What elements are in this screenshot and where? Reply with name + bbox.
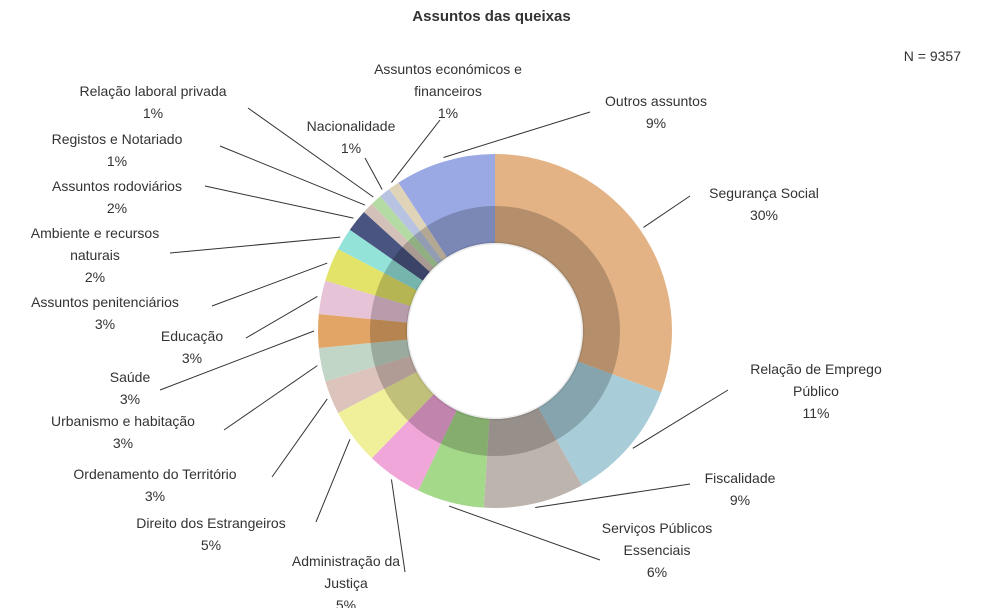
slice-label: Ambiente e recursos naturais 2% (20, 222, 170, 288)
category-label: Fiscalidade (704, 470, 776, 486)
leader-line (271, 398, 328, 478)
slice-label: Relação de Emprego Público 11% (726, 358, 906, 424)
value-label: 30% (749, 207, 779, 223)
wedge (317, 314, 408, 348)
slice-label: Segurança Social 30% (684, 182, 844, 226)
leader-line (535, 483, 691, 508)
category-label: Ordenamento do Território (73, 466, 237, 482)
wedge (483, 407, 582, 508)
hole (405, 241, 585, 421)
category-label: Assuntos penitenciários (31, 294, 179, 310)
category-label: Assuntos rodoviários (52, 178, 182, 194)
category-label: Educação (160, 328, 224, 344)
slice-label: Direito dos Estrangeiros 5% (111, 512, 311, 556)
slice-label: Nacionalidade 1% (286, 115, 416, 159)
category-label: Direito dos Estrangeiros (136, 515, 286, 531)
wedge (495, 154, 672, 393)
value-label: 9% (645, 115, 667, 131)
leader-line (315, 439, 351, 523)
value-label: 1% (340, 140, 362, 156)
value-label: 2% (106, 200, 128, 216)
value-label: 3% (94, 316, 116, 332)
wedge (338, 371, 434, 459)
leader-line (219, 145, 366, 206)
slice-label: Administração da Justiça 5% (281, 550, 411, 608)
category-label: Nacionalidade (306, 118, 396, 134)
leader-line (211, 262, 328, 307)
leader-line (159, 330, 315, 391)
value-label: 11% (802, 405, 830, 421)
wedge (363, 203, 434, 272)
leader-line (204, 185, 354, 219)
wedge (325, 356, 417, 413)
wedge (318, 280, 411, 323)
category-label: Urbanismo e habitação (51, 413, 195, 429)
value-label: 1% (106, 153, 128, 169)
slice-label: Serviços Públicos Essenciais 6% (592, 517, 722, 583)
leader-line (169, 236, 341, 254)
category-label: Saúde (109, 369, 151, 385)
slice-label: Ordenamento do Território 3% (35, 463, 275, 507)
slice-label: Saúde 3% (90, 366, 170, 410)
leader-line (391, 119, 441, 183)
wedge (418, 410, 490, 508)
category-label: Assuntos económicos e financeiros (374, 61, 522, 99)
category-label: Serviços Públicos Essenciais (601, 520, 713, 558)
category-label: Segurança Social (709, 185, 819, 201)
leader-line (245, 295, 318, 339)
wedge (398, 154, 495, 258)
value-label: 2% (84, 269, 106, 285)
wedge (318, 339, 411, 382)
wedge (380, 189, 443, 264)
value-label: 1% (437, 105, 459, 121)
leader-line (643, 195, 691, 228)
wedge (371, 394, 457, 491)
leader-line (443, 111, 591, 158)
category-label: Ambiente e recursos naturais (30, 225, 160, 263)
value-label: 6% (646, 564, 668, 580)
slice-label: Outros assuntos 9% (581, 90, 731, 134)
value-label: 3% (144, 488, 166, 504)
category-label: Relação de Emprego Público (750, 361, 882, 399)
value-label: 3% (119, 391, 141, 407)
value-label: 3% (181, 350, 203, 366)
value-label: 1% (142, 105, 164, 121)
value-label: 5% (335, 597, 357, 608)
slice-label: Educação 3% (142, 325, 242, 369)
category-label: Relação laboral privada (79, 83, 227, 99)
value-label: 3% (112, 435, 134, 451)
slice-label: Assuntos penitenciários 3% (0, 291, 210, 335)
wedge (349, 212, 430, 281)
note: N = 9357 (903, 48, 961, 64)
leader-line (390, 479, 406, 573)
slice-label: Fiscalidade 9% (680, 467, 800, 511)
slice-label: Registos e Notariado 1% (17, 128, 217, 172)
inner-shade (370, 206, 620, 456)
chart-title: Assuntos das queixas (412, 8, 571, 25)
category-label: Outros assuntos (605, 93, 707, 109)
value-label: 9% (729, 492, 751, 508)
value-label: 5% (200, 537, 222, 553)
slice-label: Relação laboral privada 1% (48, 80, 258, 124)
slice-label: Urbanismo e habitação 3% (13, 410, 233, 454)
wedge (538, 361, 662, 486)
leader-line (223, 365, 318, 431)
wedge (389, 182, 447, 261)
leader-line (364, 157, 383, 190)
slice-label: Assuntos económicos e financeiros 1% (343, 58, 553, 124)
category-label: Administração da Justiça (291, 553, 401, 591)
wedge (371, 196, 438, 268)
category-label: Registos e Notariado (51, 131, 183, 147)
wedge (325, 249, 417, 306)
leader-line (448, 505, 601, 561)
leader-line (632, 389, 729, 449)
slice-label: Assuntos rodoviários 2% (17, 175, 217, 219)
wedge (338, 229, 423, 291)
leader-line (247, 107, 374, 198)
